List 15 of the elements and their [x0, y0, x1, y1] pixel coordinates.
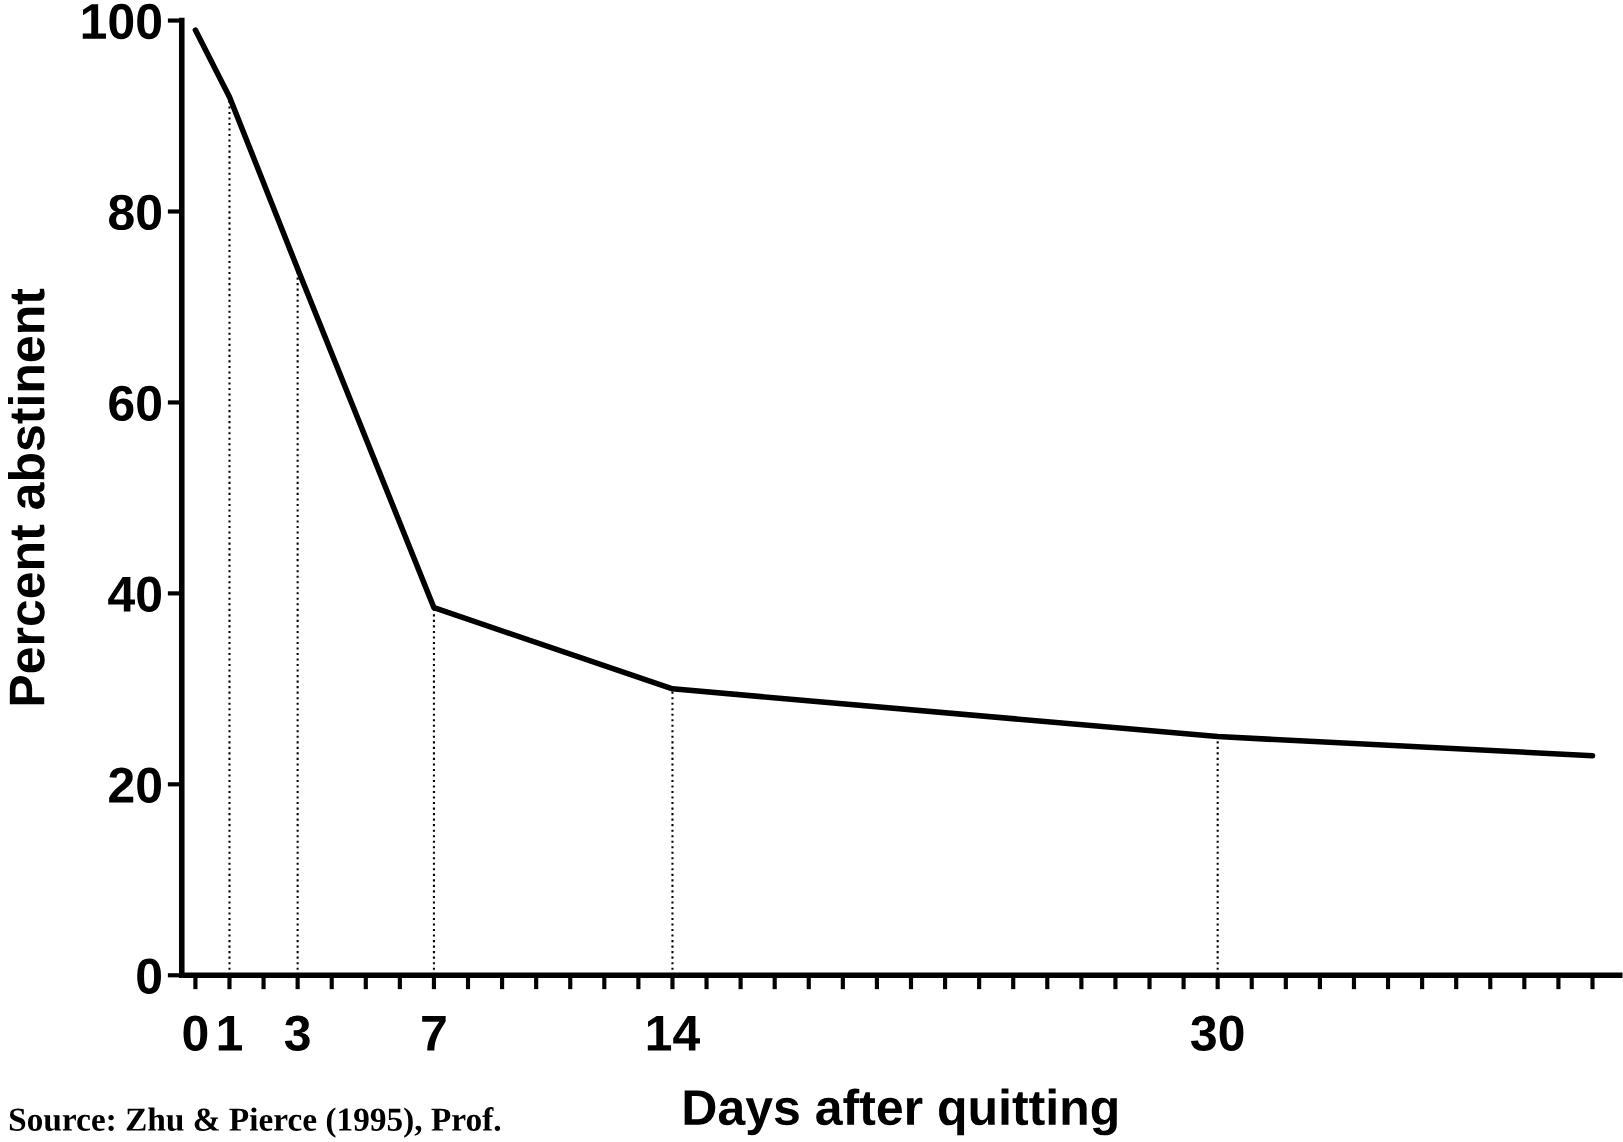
x-tick-label: 30 — [1191, 1015, 1244, 1051]
y-tick-label: 40 — [108, 576, 161, 612]
x-axis-title: Days after quitting — [684, 1088, 1117, 1136]
y-tick-label: 80 — [109, 194, 161, 231]
y-tick-label: 100 — [82, 3, 161, 40]
y-axis-title: Percent abstinent — [8, 288, 45, 705]
y-tick-label: 0 — [137, 958, 161, 994]
x-tick-label: 3 — [284, 1015, 310, 1051]
x-tick-label: 14 — [647, 1015, 700, 1051]
y-tick-label: 60 — [109, 385, 161, 422]
x-tick-label: 1 — [218, 1015, 242, 1051]
x-tick-label: 0 — [183, 1015, 208, 1051]
x-tick-label: 7 — [422, 1015, 446, 1051]
y-tick-label: 20 — [109, 767, 161, 803]
source-note: Source: Zhu & Pierce (1995), Prof. — [9, 1107, 501, 1138]
